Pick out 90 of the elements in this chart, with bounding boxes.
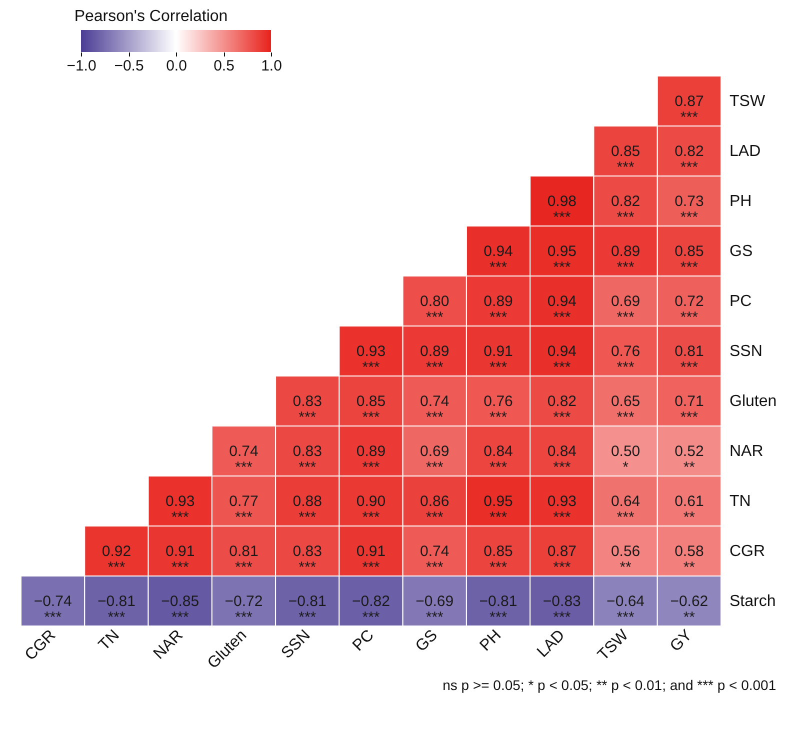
data-label: 0.76 *** xyxy=(610,343,640,376)
x-tick-label: GS xyxy=(412,626,441,656)
data-label: 0.81 *** xyxy=(674,343,704,376)
color-bar-label: 0.5 xyxy=(214,58,234,74)
color-bar-label: 1.0 xyxy=(261,58,282,74)
data-label: 0.89 *** xyxy=(610,243,640,276)
x-tick-label: GY xyxy=(667,626,696,656)
data-label: 0.83 *** xyxy=(292,543,322,576)
y-tick-label: LAD xyxy=(730,143,761,160)
y-tick-label: Starch xyxy=(730,593,776,610)
data-label: 0.94 *** xyxy=(547,343,577,376)
data-label: 0.83 *** xyxy=(292,393,322,426)
data-label: −0.74 *** xyxy=(34,593,72,626)
data-label: 0.91 *** xyxy=(356,543,386,576)
y-tick-label: GS xyxy=(730,243,753,260)
data-label: 0.69 *** xyxy=(420,443,450,476)
data-label: 0.72 *** xyxy=(674,293,704,326)
data-label: 0.64 *** xyxy=(610,493,640,526)
data-label: 0.93 *** xyxy=(165,493,195,526)
color-bar-label: 0.0 xyxy=(166,58,187,74)
y-tick-label: SSN xyxy=(730,343,762,360)
color-bar-label: −0.5 xyxy=(114,58,144,74)
data-label: 0.84 *** xyxy=(547,443,577,476)
data-label: 0.92 *** xyxy=(102,543,132,576)
text: ns p >= 0.05; * p < 0.05; ** p < 0.01; and *** p < 0.001 xyxy=(442,676,776,693)
data-label: 0.82 *** xyxy=(674,143,704,176)
data-label: 0.88 *** xyxy=(292,493,322,526)
data-label: 0.87 *** xyxy=(674,93,704,126)
data-label: 0.85 *** xyxy=(356,393,386,426)
y-tick-label: PC xyxy=(730,293,752,310)
data-label: −0.81 *** xyxy=(288,593,326,626)
data-label: −0.83 *** xyxy=(542,593,581,626)
data-label: 0.61 ** xyxy=(674,493,704,526)
y-tick-label: NAR xyxy=(730,443,764,460)
data-label: 0.77 *** xyxy=(229,493,258,526)
x-tick-label: LAD xyxy=(534,626,568,661)
data-label: 0.98 *** xyxy=(547,193,577,226)
data-label: 0.58 ** xyxy=(674,543,704,576)
data-label: 0.95 *** xyxy=(484,493,513,526)
y-tick-label: TN xyxy=(730,493,751,510)
data-label: −0.62 ** xyxy=(670,593,708,626)
data-label: 0.89 *** xyxy=(484,293,513,326)
data-label: 0.91 *** xyxy=(165,543,195,576)
data-label: 0.84 *** xyxy=(484,443,513,476)
data-label: 0.50 * xyxy=(610,443,640,476)
x-tick-label: PH xyxy=(476,626,505,655)
data-label: −0.81 *** xyxy=(479,593,518,626)
y-tick-label: PH xyxy=(730,193,752,210)
data-label: −0.81 *** xyxy=(97,593,136,626)
color-bar-label: −1.0 xyxy=(66,58,96,74)
data-label: 0.82 *** xyxy=(547,393,577,426)
data-label: 0.74 *** xyxy=(229,443,258,476)
data-label: 0.82 *** xyxy=(610,193,640,226)
y-tick-label: CGR xyxy=(730,543,766,560)
data-label: 0.95 *** xyxy=(547,243,577,276)
data-label: −0.82 *** xyxy=(352,593,390,626)
data-label: 0.81 *** xyxy=(229,543,258,576)
x-tick-label: TN xyxy=(96,626,123,654)
data-label: 0.93 *** xyxy=(547,493,577,526)
data-label: 0.74 *** xyxy=(420,543,450,576)
data-label: 0.87 *** xyxy=(547,543,577,576)
data-label: 0.89 *** xyxy=(356,443,386,476)
data-label: 0.83 *** xyxy=(292,443,322,476)
data-label: 0.89 *** xyxy=(420,343,450,376)
data-label: 0.74 *** xyxy=(420,393,450,426)
data-label: 0.56 ** xyxy=(610,543,640,576)
data-label: 0.94 *** xyxy=(484,243,513,276)
data-label: 0.85 *** xyxy=(484,543,513,576)
data-label: 0.85 *** xyxy=(610,143,640,176)
legend-title: Pearson's Correlation xyxy=(74,8,228,25)
data-label: 0.65 *** xyxy=(610,393,640,426)
data-label: −0.64 *** xyxy=(606,593,645,626)
data-label: 0.91 *** xyxy=(484,343,513,376)
data-label: 0.94 *** xyxy=(547,293,577,326)
data-label: 0.52 ** xyxy=(674,443,704,476)
data-label: 0.85 *** xyxy=(674,243,704,276)
data-label: 0.90 *** xyxy=(356,493,386,526)
data-label: 0.93 *** xyxy=(356,343,386,376)
data-label: 0.80 *** xyxy=(420,293,450,326)
data-label: 0.76 *** xyxy=(484,393,513,426)
data-label: 0.73 *** xyxy=(674,193,704,226)
y-tick-label: TSW xyxy=(730,93,766,110)
data-label: −0.72 *** xyxy=(224,593,263,626)
data-label: −0.69 *** xyxy=(416,593,454,626)
y-tick-label: Gluten xyxy=(730,393,777,410)
data-label: 0.71 *** xyxy=(674,393,704,426)
data-label: −0.85 *** xyxy=(161,593,200,626)
data-label: 0.86 *** xyxy=(420,493,450,526)
data-label: 0.69 *** xyxy=(610,293,640,326)
x-tick-label: PC xyxy=(350,626,378,655)
